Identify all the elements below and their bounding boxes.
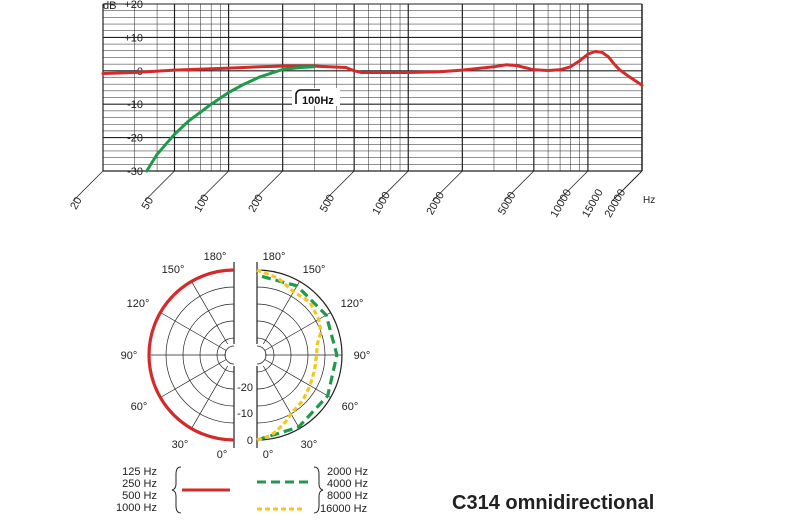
x-tick-label: 20 bbox=[68, 195, 85, 212]
axis-slant-tick bbox=[377, 170, 409, 202]
y-tick-label: +20 bbox=[124, 0, 143, 11]
polar-spoke bbox=[160, 312, 235, 356]
polar-spoke bbox=[191, 354, 235, 429]
polar-centre-ring bbox=[256, 345, 267, 365]
axis-slant-tick bbox=[144, 170, 175, 202]
x-tick-label: 15000 bbox=[580, 187, 606, 219]
y-tick-label: -10 bbox=[127, 99, 143, 111]
response-curve-red bbox=[101, 49, 644, 87]
axis-slant-tick bbox=[432, 170, 463, 202]
polar-angle-label: 150° bbox=[303, 264, 326, 276]
legend-label: 16000 Hz bbox=[320, 503, 367, 515]
annotation-label: 100Hz bbox=[302, 95, 334, 107]
x-tick-label: 200 bbox=[246, 193, 266, 215]
polar-angle-label: 180° bbox=[204, 251, 227, 263]
polar-spoke bbox=[191, 281, 235, 356]
highpass-icon bbox=[295, 89, 320, 104]
polar-spoke bbox=[256, 281, 300, 356]
x-tick-label: 100 bbox=[192, 193, 212, 215]
polar-radial-label: -10 bbox=[237, 408, 253, 420]
polar-centre-ring bbox=[224, 345, 235, 365]
frequency-axis-labels: 20 50 100 200 500 1000 2000 5000 10000 1500020000… bbox=[68, 187, 655, 219]
x-tick-label: 50 bbox=[140, 195, 157, 212]
legend-label: 4000 Hz bbox=[327, 478, 368, 490]
polar-angle-label: 90° bbox=[354, 350, 371, 362]
polar-angle-label: 90° bbox=[121, 350, 138, 362]
axis-slant-tick bbox=[503, 170, 535, 202]
polar-spoke bbox=[256, 354, 300, 429]
product-title: C314 omnidirectional bbox=[452, 492, 655, 514]
axis-slant-tick bbox=[198, 170, 229, 202]
x-tick-label: 1000 bbox=[370, 190, 393, 217]
y-tick-label: -20 bbox=[127, 133, 143, 145]
legend-label: 250 Hz bbox=[122, 478, 157, 490]
axis-slant-tick bbox=[323, 170, 355, 202]
legend-label: 2000 Hz bbox=[327, 466, 368, 478]
legend-brace-left bbox=[171, 466, 182, 514]
x-tick-label: 10000 bbox=[548, 187, 574, 219]
polar-curve-red bbox=[147, 268, 235, 442]
y-tick-label: -30 bbox=[127, 166, 143, 178]
x-tick-label: 500 bbox=[318, 193, 338, 215]
polar-spoke bbox=[160, 354, 235, 398]
x-tick-label: 20000 bbox=[603, 187, 629, 219]
polar-radial-label: -20 bbox=[237, 382, 253, 394]
polar-angle-label: 120° bbox=[341, 298, 364, 310]
legend-label: 125 Hz bbox=[122, 466, 157, 478]
polar-angle-label: 0° bbox=[263, 449, 274, 461]
polar-angle-label: 60° bbox=[342, 401, 359, 413]
x-tick-label: 2000 bbox=[424, 190, 447, 217]
y-tick-label: +10 bbox=[124, 32, 143, 44]
polar-angle-label: 180° bbox=[263, 251, 286, 263]
polar-angle-label: 30° bbox=[172, 439, 189, 451]
polar-curve-green bbox=[256, 273, 339, 442]
legend-label: 500 Hz bbox=[122, 490, 157, 502]
legend-label: 8000 Hz bbox=[327, 490, 368, 502]
polar-angle-label: 150° bbox=[162, 264, 185, 276]
x-tick-label: 5000 bbox=[496, 190, 519, 217]
annotation-100hz: 100Hz bbox=[292, 88, 340, 107]
polar-angle-label: 120° bbox=[127, 298, 150, 310]
annotation-background bbox=[292, 88, 340, 106]
polar-angle-label: 0° bbox=[217, 449, 228, 461]
axis-slant-tick bbox=[72, 170, 104, 202]
polar-spoke bbox=[256, 354, 331, 398]
axis-slant-tick bbox=[557, 170, 589, 202]
polar-angle-label: 60° bbox=[131, 401, 148, 413]
polar-pattern: 180° 150° 120° 90° 60° 30° 0° 180° 150° 120° 90° 60… bbox=[121, 251, 371, 461]
polar-radial-label: 0 bbox=[247, 435, 253, 447]
response-curve-green bbox=[145, 65, 316, 173]
legend-label: 1000 Hz bbox=[116, 502, 157, 514]
polar-angle-label: 30° bbox=[301, 439, 318, 451]
y-axis-label: dB bbox=[103, 0, 116, 12]
x-axis-unit-label: Hz bbox=[643, 195, 655, 206]
polar-centre-gap bbox=[226, 344, 265, 366]
legend-brace-right bbox=[313, 466, 324, 514]
polar-curve-yellow bbox=[256, 268, 323, 442]
frequency-response-curves bbox=[101, 49, 644, 173]
axis-slant-tick bbox=[252, 170, 283, 202]
axis-slant-tick bbox=[611, 170, 643, 202]
